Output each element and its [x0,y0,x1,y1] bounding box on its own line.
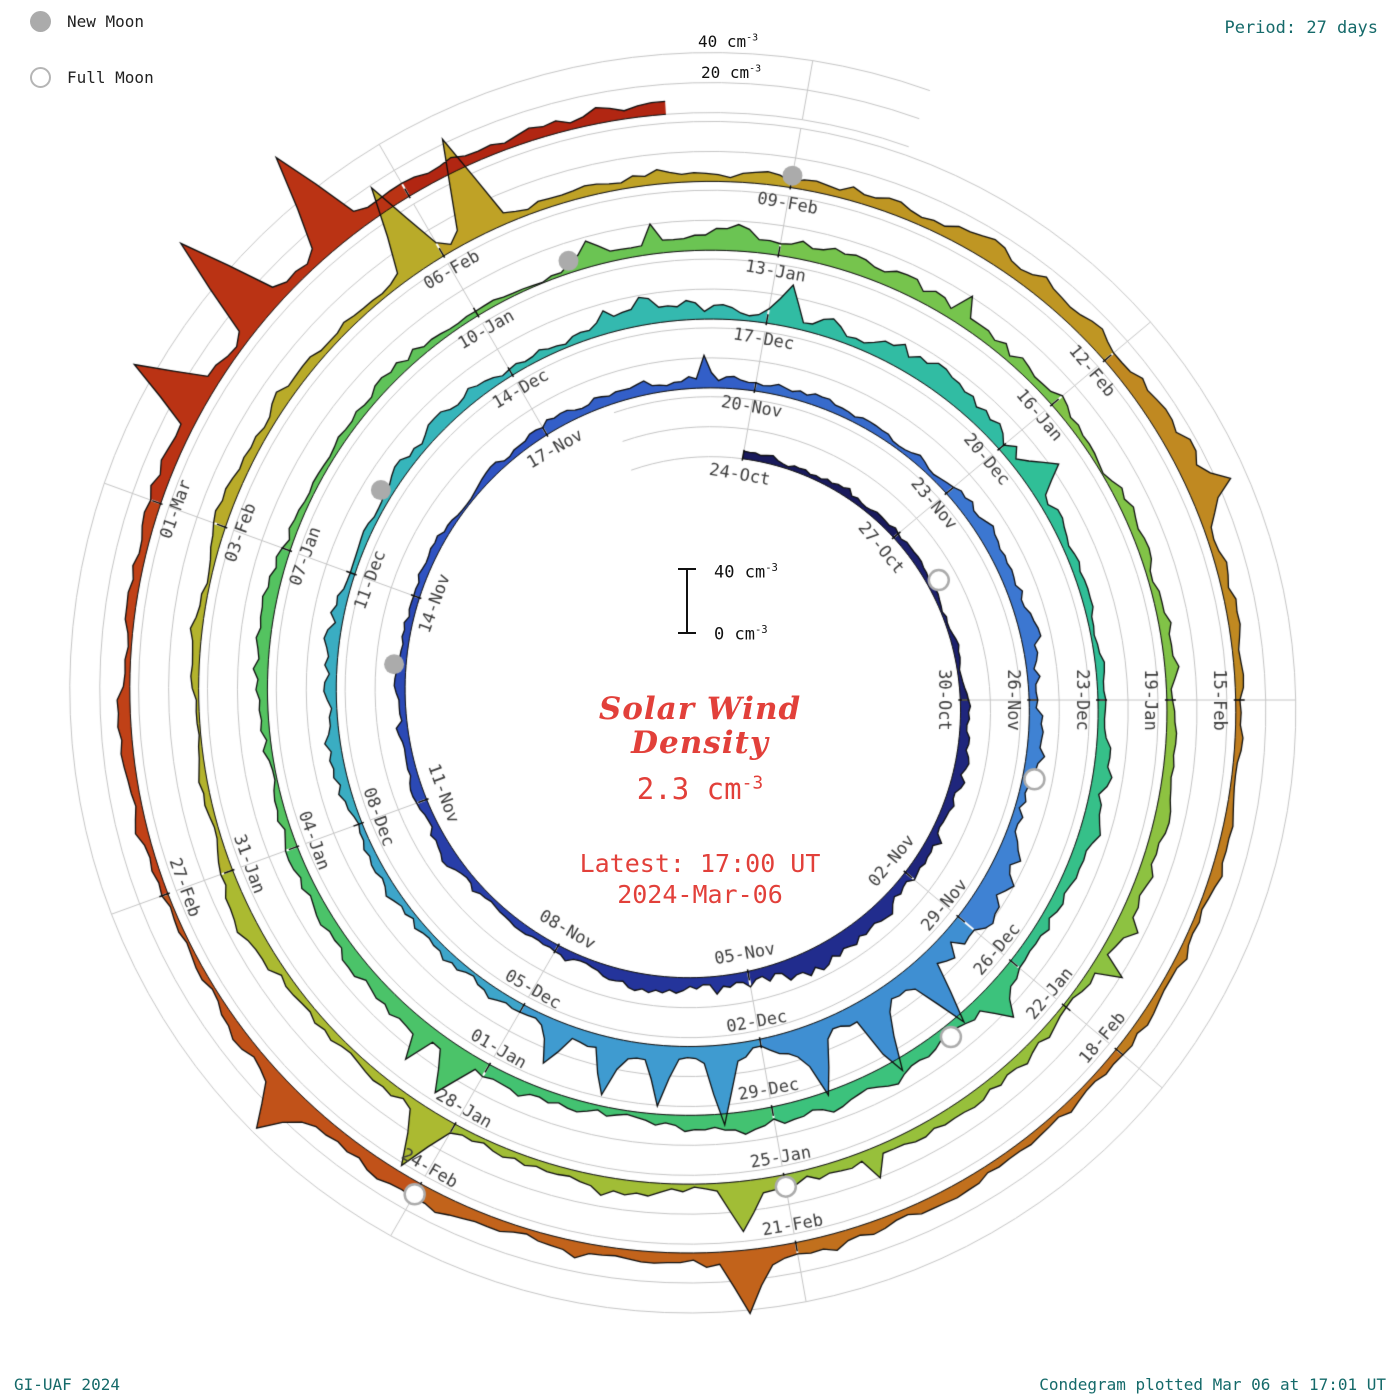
scale-bar-min-sup: -3 [754,624,768,636]
current-density-value: 2.3 cm-3 [0,772,1400,806]
latest-time-line: Latest: 17:00 UT [579,849,821,879]
gridline-label-20: 20 cm-3 [701,63,761,82]
gridline-label-40: 40 cm-3 [698,32,758,51]
legend-full-moon: Full Moon [30,66,154,88]
moon-phase-legend: New Moon Full Moon [30,10,154,88]
latest-timestamp: Latest: 17:00 UT 2024-Mar-06 [0,848,1400,911]
center-readout: Solar Wind Density 2.3 cm-3 Latest: 17:0… [0,692,1400,911]
legend-new-moon: New Moon [30,10,154,32]
chart-title-line2: Density [631,725,769,762]
scale-bar-max-text: 40 cm [714,562,766,583]
new-moon-label: New Moon [67,11,145,31]
current-density-sup: -3 [741,772,764,794]
latest-date-line: 2024-Mar-06 [617,880,783,910]
density-scale-bar: 40 cm-3 0 cm-3 [672,562,832,645]
scale-bar-cap-bottom [678,632,696,634]
scale-bar-cap-top [678,568,696,570]
gridline-label-40-sup: -3 [746,32,759,44]
gridline-label-20-sup: -3 [749,63,762,75]
chart-title-line1: Solar Wind [598,691,802,727]
scale-bar-min-label: 0 cm-3 [714,624,768,645]
scale-bar-max-sup: -3 [765,562,778,574]
scale-bar-line [686,568,688,634]
new-moon-icon [30,10,51,32]
credit-label: GI-UAF 2024 [14,1375,120,1394]
gridline-label-40-text: 40 cm [698,32,747,51]
chart-title: Solar Wind Density [0,692,1400,760]
full-moon-icon [30,66,51,88]
scale-bar-max-label: 40 cm-3 [714,562,778,583]
gridline-label-20-text: 20 cm [701,63,750,82]
full-moon-label: Full Moon [67,67,154,87]
current-density-text: 2.3 cm [636,772,742,807]
scale-bar-min-text: 0 cm [714,624,755,645]
period-label: Period: 27 days [1224,18,1378,38]
plotted-timestamp: Condegram plotted Mar 06 at 17:01 UT [1039,1375,1386,1394]
